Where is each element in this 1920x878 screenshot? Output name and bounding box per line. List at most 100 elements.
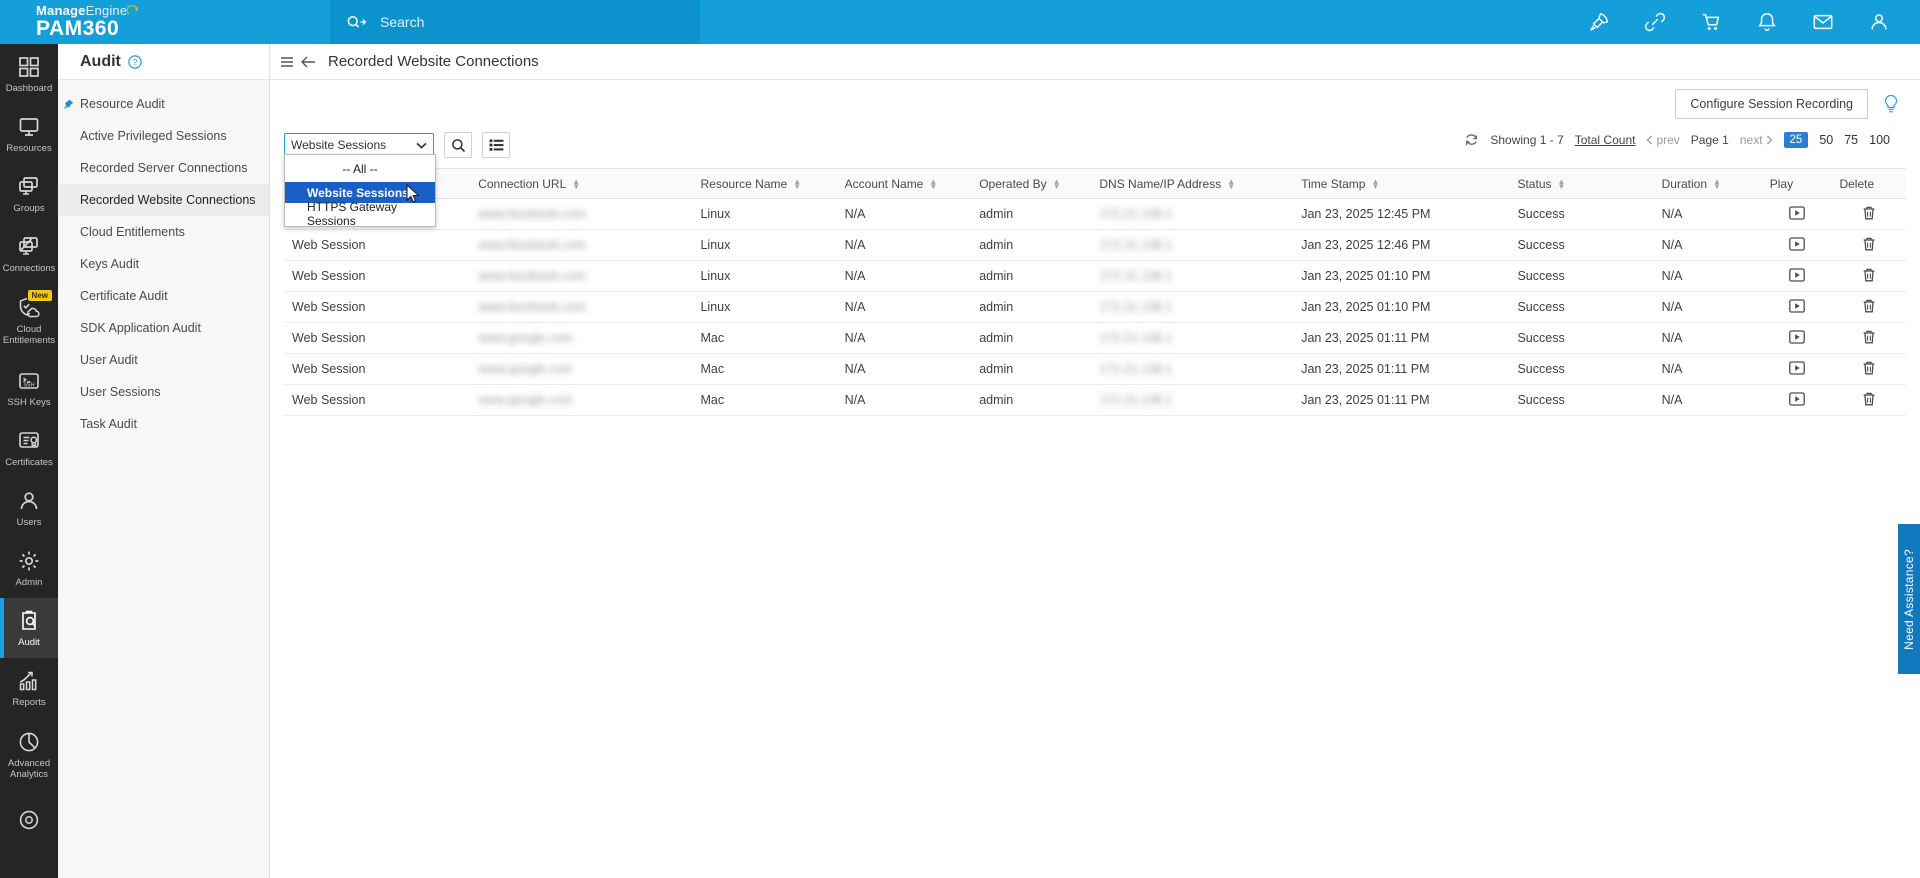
- subnav-item-sdk-application-audit[interactable]: SDK Application Audit: [58, 312, 269, 344]
- play-icon[interactable]: [1788, 329, 1805, 345]
- table-row[interactable]: Web Session www.google.com Mac N/A admin 172.…: [284, 353, 1906, 385]
- table-row[interactable]: Web Sessionwww.facebook.comLinuxN/Aadmin…: [284, 198, 1906, 230]
- col-connection-url[interactable]: Connection URL ▲ ▼: [470, 168, 693, 199]
- table-row[interactable]: Web Session www.google.com Mac N/A admin 172.…: [284, 384, 1906, 416]
- subnav-item-keys-audit[interactable]: Keys Audit: [58, 248, 269, 280]
- rail-item-certificates[interactable]: Certificates: [0, 418, 58, 478]
- refresh-icon[interactable]: [1464, 133, 1479, 148]
- sort-icon[interactable]: ▲ ▼: [1557, 176, 1566, 191]
- link-icon[interactable]: [1644, 11, 1666, 33]
- trash-icon[interactable]: [1861, 329, 1877, 345]
- column-chooser-button[interactable]: [482, 132, 510, 158]
- sort-icon[interactable]: ▲ ▼: [793, 176, 802, 191]
- dropdown-option-all[interactable]: -- All --: [285, 159, 435, 180]
- page-size-50[interactable]: 50: [1819, 133, 1834, 147]
- cell-play[interactable]: [1761, 198, 1832, 230]
- subnav-item-user-sessions[interactable]: User Sessions: [58, 376, 269, 408]
- brand-logo[interactable]: ManageEngine PAM360: [0, 0, 330, 44]
- next-page-button[interactable]: next: [1740, 133, 1773, 147]
- trash-icon[interactable]: [1861, 298, 1877, 314]
- dropdown-option-website-sessions[interactable]: Website Sessions: [285, 182, 435, 203]
- page-size-100[interactable]: 100: [1869, 133, 1890, 147]
- prev-page-button[interactable]: prev: [1646, 133, 1680, 147]
- sort-icon[interactable]: ▲ ▼: [572, 176, 581, 191]
- rail-item-groups[interactable]: Groups: [0, 164, 58, 224]
- rocket-icon[interactable]: [1588, 11, 1610, 33]
- subnav-item-certificate-audit[interactable]: Certificate Audit: [58, 280, 269, 312]
- subnav-item-active-privileged-sessions[interactable]: Active Privileged Sessions: [58, 120, 269, 152]
- trash-icon[interactable]: [1861, 360, 1877, 376]
- global-search[interactable]: Search: [330, 0, 700, 44]
- play-icon[interactable]: [1788, 236, 1805, 252]
- page-size-25[interactable]: 25: [1783, 132, 1809, 148]
- lightbulb-icon[interactable]: [1882, 94, 1900, 114]
- trash-icon[interactable]: [1861, 205, 1877, 221]
- rail-item-reports[interactable]: Reports: [0, 658, 58, 718]
- col-operated-by[interactable]: Operated By ▲ ▼: [971, 168, 1092, 199]
- cell-delete[interactable]: [1831, 229, 1906, 261]
- help-icon[interactable]: ?: [128, 54, 142, 69]
- play-icon[interactable]: [1788, 298, 1805, 314]
- user-account-icon[interactable]: [1868, 11, 1890, 33]
- rail-item-audit[interactable]: Audit: [0, 598, 58, 658]
- rail-item-connections[interactable]: Connections: [0, 224, 58, 284]
- cell-delete[interactable]: [1831, 353, 1906, 385]
- sort-icon[interactable]: ▲ ▼: [1371, 176, 1380, 191]
- rail-item-ssh-keys[interactable]: SSH SSH Keys: [0, 358, 58, 418]
- rail-item-apps[interactable]: [0, 792, 58, 852]
- sidebar-toggle[interactable]: [280, 55, 316, 69]
- subnav-item-recorded-website-connections[interactable]: Recorded Website Connections: [58, 184, 269, 216]
- play-icon[interactable]: [1788, 267, 1805, 283]
- rail-item-advanced-analytics[interactable]: Advanced Analytics: [0, 718, 58, 792]
- cell-play[interactable]: [1761, 229, 1832, 261]
- cell-play[interactable]: [1761, 260, 1832, 292]
- rail-item-resources[interactable]: Resources: [0, 104, 58, 164]
- total-count-link[interactable]: Total Count: [1574, 133, 1636, 147]
- cart-icon[interactable]: [1700, 11, 1722, 33]
- col-duration[interactable]: Duration ▲ ▼: [1653, 168, 1762, 199]
- cell-delete[interactable]: [1831, 260, 1906, 292]
- rail-item-users[interactable]: Users: [0, 478, 58, 538]
- pin-icon[interactable]: [63, 97, 76, 110]
- sort-icon[interactable]: ▲ ▼: [929, 176, 938, 191]
- col-time-stamp[interactable]: Time Stamp ▲ ▼: [1293, 168, 1510, 199]
- play-icon[interactable]: [1788, 391, 1805, 407]
- cell-delete[interactable]: [1831, 198, 1906, 230]
- col-resource-name[interactable]: Resource Name ▲ ▼: [692, 168, 837, 199]
- col-account-name[interactable]: Account Name ▲ ▼: [836, 168, 972, 199]
- bell-icon[interactable]: [1756, 11, 1778, 33]
- search-button[interactable]: [444, 132, 472, 158]
- subnav-item-user-audit[interactable]: User Audit: [58, 344, 269, 376]
- rail-item-admin[interactable]: Admin: [0, 538, 58, 598]
- rail-item-cloud-entitlements[interactable]: New Cloud Entitlements: [0, 284, 58, 358]
- cell-play[interactable]: [1761, 322, 1832, 354]
- subnav-item-cloud-entitlements[interactable]: Cloud Entitlements: [58, 216, 269, 248]
- subnav-item-recorded-server-connections[interactable]: Recorded Server Connections: [58, 152, 269, 184]
- sort-icon[interactable]: ▲ ▼: [1052, 176, 1061, 191]
- trash-icon[interactable]: [1861, 236, 1877, 252]
- page-size-75[interactable]: 75: [1844, 133, 1859, 147]
- subnav-item-resource-audit[interactable]: Resource Audit: [58, 88, 269, 120]
- col-status[interactable]: Status ▲ ▼: [1509, 168, 1654, 199]
- need-assistance-tab[interactable]: Need Assistance?: [1898, 524, 1920, 674]
- trash-icon[interactable]: [1861, 391, 1877, 407]
- cell-play[interactable]: [1761, 291, 1832, 323]
- cell-play[interactable]: [1761, 384, 1832, 416]
- table-row[interactable]: Web Session www.google.com Mac N/A admin 172.…: [284, 322, 1906, 354]
- subnav-item-task-audit[interactable]: Task Audit: [58, 408, 269, 440]
- cell-delete[interactable]: [1831, 322, 1906, 354]
- play-icon[interactable]: [1788, 360, 1805, 376]
- cell-delete[interactable]: [1831, 384, 1906, 416]
- trash-icon[interactable]: [1861, 267, 1877, 283]
- cell-play[interactable]: [1761, 353, 1832, 385]
- cell-delete[interactable]: [1831, 291, 1906, 323]
- rail-item-dashboard[interactable]: Dashboard: [0, 44, 58, 104]
- dropdown-option-https-gateway-sessions[interactable]: HTTPS Gateway Sessions: [285, 200, 435, 228]
- sort-icon[interactable]: ▲ ▼: [1713, 176, 1721, 191]
- configure-session-recording-button[interactable]: Configure Session Recording: [1675, 89, 1868, 119]
- play-icon[interactable]: [1788, 205, 1805, 221]
- col-dns-name-ip-address[interactable]: DNS Name/IP Address ▲ ▼: [1091, 168, 1294, 199]
